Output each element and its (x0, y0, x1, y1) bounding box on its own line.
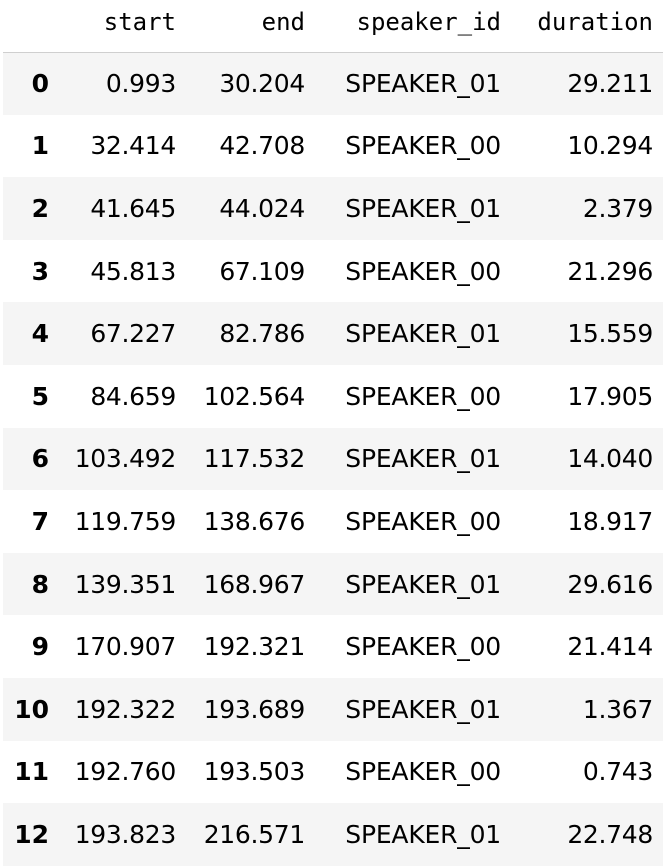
cell-duration: 22.748 (567, 819, 653, 849)
cell-speaker-id: SPEAKER_00 (345, 256, 501, 286)
table-row: 8 139.351 168.967 SPEAKER_01 29.616 (3, 552, 663, 616)
cell-duration: 1.367 (582, 694, 653, 724)
cell-duration: 29.211 (567, 69, 653, 99)
row-index: 0 (31, 69, 49, 99)
table-row: 3 45.813 67.109 SPEAKER_00 21.296 (3, 239, 663, 303)
cell-duration: 10.294 (567, 131, 653, 161)
cell-speaker-id: SPEAKER_01 (345, 444, 501, 474)
cell-duration: 21.414 (567, 632, 653, 662)
table-row: 9 170.907 192.321 SPEAKER_00 21.414 (3, 615, 663, 678)
cell-start: 41.645 (90, 193, 176, 223)
row-index: 9 (31, 632, 49, 662)
row-index: 2 (31, 193, 49, 223)
cell-end: 193.503 (203, 757, 306, 787)
column-header-duration: duration (537, 7, 653, 36)
cell-start: 170.907 (74, 632, 177, 662)
cell-speaker-id: SPEAKER_00 (345, 506, 501, 536)
table-row: 5 84.659 102.564 SPEAKER_00 17.905 (3, 364, 663, 428)
row-index: 8 (31, 569, 49, 599)
row-index: 10 (14, 694, 49, 724)
cell-start: 84.659 (90, 381, 176, 411)
cell-duration: 21.296 (567, 256, 653, 286)
cell-end: 193.689 (203, 694, 306, 724)
cell-end: 117.532 (203, 444, 306, 474)
cell-end: 67.109 (219, 256, 305, 286)
cell-speaker-id: SPEAKER_01 (345, 569, 501, 599)
cell-speaker-id: SPEAKER_00 (345, 381, 501, 411)
cell-duration: 17.905 (567, 381, 653, 411)
cell-end: 44.024 (219, 193, 305, 223)
cell-start: 32.414 (90, 131, 176, 161)
table-row: 11 192.760 193.503 SPEAKER_00 0.743 (3, 740, 663, 804)
cell-end: 42.708 (219, 131, 305, 161)
cell-end: 102.564 (203, 381, 306, 411)
cell-speaker-id: SPEAKER_01 (345, 319, 501, 349)
cell-start: 119.759 (74, 506, 177, 536)
cell-speaker-id: SPEAKER_00 (345, 632, 501, 662)
cell-duration: 14.040 (567, 444, 653, 474)
table-header: start end speaker_id duration (3, 0, 663, 52)
cell-speaker-id: SPEAKER_01 (345, 694, 501, 724)
cell-end: 30.204 (219, 69, 305, 99)
cell-end: 192.321 (203, 632, 306, 662)
table-row: 0 0.993 30.204 SPEAKER_01 29.211 (3, 52, 663, 115)
table-row: 12 193.823 216.571 SPEAKER_01 22.748 (3, 803, 663, 866)
table-row: 4 67.227 82.786 SPEAKER_01 15.559 (3, 302, 663, 365)
cell-start: 139.351 (74, 569, 177, 599)
cell-end: 168.967 (203, 569, 306, 599)
cell-speaker-id: SPEAKER_01 (345, 69, 501, 99)
table-row: 1 32.414 42.708 SPEAKER_00 10.294 (3, 114, 663, 178)
cell-start: 192.322 (74, 694, 177, 724)
index-header (3, 0, 63, 52)
column-header-start: start (103, 7, 176, 36)
cell-end: 138.676 (203, 506, 306, 536)
cell-start: 0.993 (105, 69, 176, 99)
row-index: 1 (31, 131, 49, 161)
row-index: 12 (14, 819, 49, 849)
cell-start: 67.227 (90, 319, 176, 349)
header-row: start end speaker_id duration (3, 0, 663, 52)
cell-duration: 15.559 (567, 319, 653, 349)
table-row: 6 103.492 117.532 SPEAKER_01 14.040 (3, 427, 663, 491)
cell-start: 192.760 (74, 757, 177, 787)
cell-duration: 2.379 (582, 193, 653, 223)
cell-speaker-id: SPEAKER_00 (345, 131, 501, 161)
cell-speaker-id: SPEAKER_00 (345, 757, 501, 787)
table-row: 7 119.759 138.676 SPEAKER_00 18.917 (3, 490, 663, 553)
cell-start: 193.823 (74, 819, 177, 849)
row-index: 4 (31, 319, 49, 349)
row-index: 11 (14, 757, 49, 787)
column-header-speaker-id: speaker_id (356, 7, 502, 36)
table-row: 2 41.645 44.024 SPEAKER_01 2.379 (3, 177, 663, 240)
table-row: 10 192.322 193.689 SPEAKER_01 1.367 (3, 677, 663, 741)
row-index: 3 (31, 256, 49, 286)
cell-speaker-id: SPEAKER_01 (345, 819, 501, 849)
cell-duration: 0.743 (582, 757, 653, 787)
column-header-end: end (261, 7, 305, 36)
cell-speaker-id: SPEAKER_01 (345, 193, 501, 223)
table-body: 0 0.993 30.204 SPEAKER_01 29.211 1 32.414 42.70… (3, 52, 663, 866)
cell-duration: 18.917 (567, 506, 653, 536)
cell-start: 103.492 (74, 444, 177, 474)
cell-end: 216.571 (203, 819, 306, 849)
row-index: 6 (31, 444, 49, 474)
cell-start: 45.813 (90, 256, 176, 286)
dataframe-table: start end speaker_id duration 0 0.993 30.2… (3, 0, 663, 866)
cell-end: 82.786 (219, 319, 305, 349)
row-index: 7 (31, 506, 49, 536)
row-index: 5 (31, 381, 49, 411)
cell-duration: 29.616 (567, 569, 653, 599)
